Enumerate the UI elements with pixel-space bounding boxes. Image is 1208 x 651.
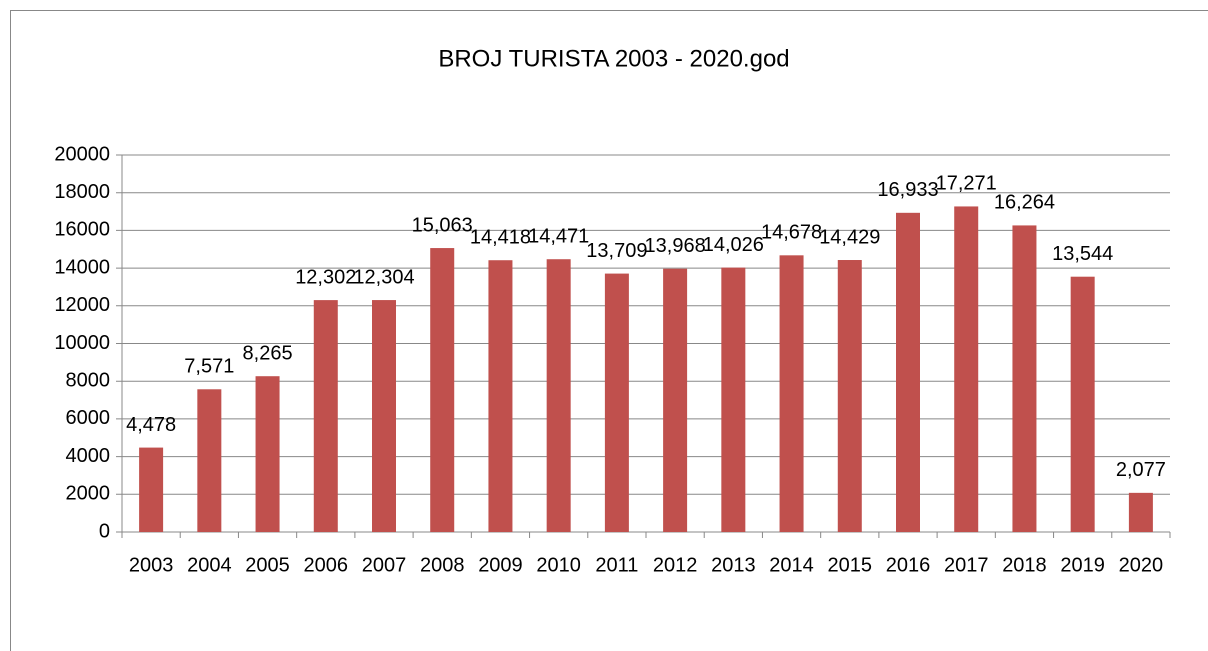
data-label: 12,302 bbox=[295, 266, 356, 288]
data-label: 14,678 bbox=[761, 222, 822, 244]
data-label: 13,544 bbox=[1052, 243, 1113, 265]
y-tick-label: 16000 bbox=[54, 219, 110, 241]
data-label: 14,429 bbox=[819, 226, 880, 248]
data-label: 13,709 bbox=[586, 240, 647, 262]
x-tick-label: 2005 bbox=[245, 554, 290, 576]
x-tick-label: 2003 bbox=[129, 554, 174, 576]
x-tick-label: 2004 bbox=[187, 554, 232, 576]
y-tick-label: 8000 bbox=[66, 369, 111, 391]
x-tick-label: 2016 bbox=[886, 554, 931, 576]
bar bbox=[139, 447, 164, 532]
data-label: 15,063 bbox=[412, 214, 473, 236]
x-tick-label: 2009 bbox=[478, 554, 523, 576]
y-tick-label: 0 bbox=[99, 520, 110, 542]
bar bbox=[430, 248, 455, 533]
data-label: 12,304 bbox=[353, 266, 414, 288]
bar bbox=[546, 259, 571, 532]
data-label: 14,418 bbox=[470, 227, 531, 249]
x-tick-label: 2015 bbox=[828, 554, 873, 576]
chart-title: BROJ TURISTA 2003 - 2020.god bbox=[438, 45, 789, 72]
bar bbox=[663, 268, 688, 532]
bar bbox=[896, 212, 920, 533]
data-label: 14,026 bbox=[703, 234, 764, 256]
x-tick-label: 2006 bbox=[304, 554, 349, 576]
data-label: 7,571 bbox=[184, 356, 234, 378]
data-label: 16,264 bbox=[994, 192, 1055, 214]
x-tick-label: 2012 bbox=[653, 554, 698, 576]
bar bbox=[255, 376, 280, 532]
x-tick-label: 2017 bbox=[944, 554, 989, 576]
y-tick-label: 14000 bbox=[54, 256, 110, 278]
x-tick-label: 2007 bbox=[362, 554, 407, 576]
bar bbox=[1128, 492, 1153, 532]
x-tick-label: 2013 bbox=[711, 554, 756, 576]
bar bbox=[721, 267, 746, 532]
data-label: 17,271 bbox=[936, 173, 997, 195]
x-tick-label: 2014 bbox=[769, 554, 814, 576]
bar bbox=[837, 260, 862, 532]
bar bbox=[779, 255, 804, 532]
y-tick-label: 4000 bbox=[66, 445, 111, 467]
y-tick-label: 20000 bbox=[54, 143, 110, 165]
bar bbox=[488, 260, 513, 532]
bar bbox=[954, 206, 979, 532]
x-tick-label: 2008 bbox=[420, 554, 465, 576]
y-tick-label: 6000 bbox=[66, 407, 111, 429]
data-label: 8,265 bbox=[243, 342, 293, 364]
bar bbox=[313, 300, 338, 532]
x-tick-label: 2019 bbox=[1060, 554, 1105, 576]
bar bbox=[1070, 276, 1095, 532]
y-tick-label: 2000 bbox=[66, 483, 111, 505]
data-label: 16,933 bbox=[877, 179, 938, 201]
bar bbox=[604, 273, 629, 532]
x-tick-label: 2010 bbox=[536, 554, 581, 576]
x-tick-label: 2020 bbox=[1119, 554, 1164, 576]
y-tick-label: 10000 bbox=[54, 332, 110, 354]
x-tick-label: 2011 bbox=[595, 554, 638, 576]
x-tick-label: 2018 bbox=[1002, 554, 1047, 576]
data-label: 14,471 bbox=[528, 226, 589, 248]
y-tick-label: 12000 bbox=[54, 294, 110, 316]
bar bbox=[372, 300, 396, 532]
data-label: 4,478 bbox=[126, 414, 176, 436]
bar bbox=[197, 389, 222, 532]
bar bbox=[1012, 225, 1037, 533]
data-label: 13,968 bbox=[645, 235, 706, 257]
data-label: 2,077 bbox=[1116, 459, 1166, 481]
y-tick-label: 18000 bbox=[54, 181, 110, 203]
